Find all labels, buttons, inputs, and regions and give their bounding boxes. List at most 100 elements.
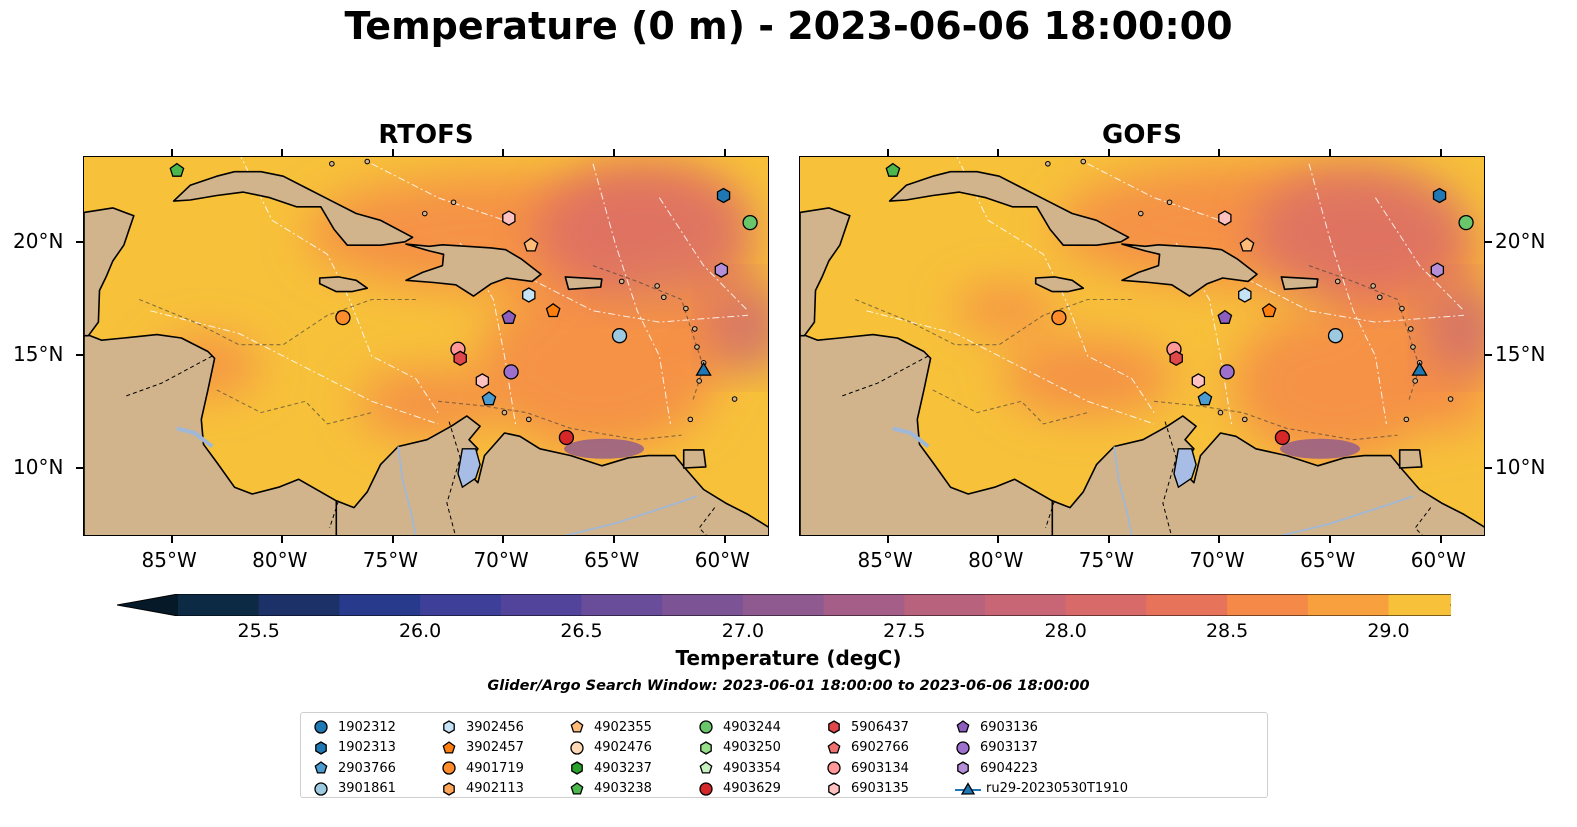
legend-marker-icon [956, 740, 970, 755]
legend-entry: 2903766 [313, 758, 396, 778]
legend-label: 6902766 [851, 740, 909, 755]
border [1414, 507, 1432, 535]
small-island [1376, 294, 1383, 301]
border [123, 355, 213, 398]
eez-line [1087, 163, 1221, 221]
lat-tick-mark [1485, 240, 1492, 243]
legend-marker-icon [315, 740, 327, 755]
obs-5906437 [1169, 350, 1183, 367]
small-island [421, 210, 428, 217]
small-island [660, 294, 667, 301]
small-island [525, 416, 532, 423]
colorbar-segment [178, 594, 260, 616]
colorbar-tick-label: 28.0 [1044, 620, 1087, 642]
land-south-america [335, 415, 768, 535]
colorbar [116, 593, 1550, 620]
colorbar-tick-label: 28.5 [1205, 620, 1249, 642]
obs-3901861 [1327, 328, 1344, 344]
legend-marker-icon [314, 761, 328, 774]
legend-marker [314, 781, 328, 796]
small-island [501, 409, 508, 416]
eez-line [866, 310, 1155, 425]
legend-label: 6903137 [980, 740, 1038, 755]
eez-line [1374, 197, 1465, 312]
land-trinidad [682, 449, 707, 469]
legend-entry: 1902312 [313, 717, 396, 737]
obs-3902457 [545, 302, 561, 318]
legend-label: 4903244 [723, 719, 781, 735]
obs-4901719 [335, 309, 351, 326]
eez-line [956, 157, 1155, 413]
obs-4903629 [1274, 429, 1291, 446]
lon-tick-label: 75°W [362, 548, 419, 572]
small-island [694, 344, 700, 350]
legend-marker-icon [956, 720, 970, 733]
lon-tick-label: 80°W [252, 548, 308, 572]
lon-tick-label: 70°W [473, 548, 529, 572]
bathymetry-contour [139, 298, 416, 346]
legend-entry: 4903354 [698, 758, 781, 778]
obs-ru29-20230530T1910 [1411, 361, 1428, 376]
legend-label: 4902355 [594, 719, 652, 735]
lat-tick-label-left: 10°N [13, 455, 64, 480]
border [839, 355, 929, 398]
small-island [683, 305, 689, 312]
obs-4903238 [885, 162, 901, 177]
land-hispaniola [1121, 243, 1258, 297]
eez-line [1242, 276, 1464, 323]
small-island [1410, 344, 1416, 350]
legend-label: 6903134 [851, 760, 909, 776]
legend-entry: 4902113 [441, 779, 524, 799]
bathymetry-contour [438, 400, 682, 441]
eez-line [658, 197, 749, 312]
land-jamaica [318, 276, 369, 293]
river [1113, 446, 1133, 535]
legend-marker [442, 761, 456, 775]
obs-1902313 [1432, 187, 1447, 204]
land-yucatan [800, 207, 851, 337]
lon-tick-label: 75°W [1078, 548, 1135, 572]
obs-4902355 [1239, 237, 1255, 252]
colorbar-tick-label: 27.0 [721, 620, 765, 642]
figure-title: Temperature (0 m) - 2023-06-06 18:00:00 [344, 4, 1233, 48]
legend-marker-icon [699, 720, 713, 734]
legend-marker [570, 720, 584, 733]
lon-tick-mark [613, 149, 616, 156]
legend-entry: 4903244 [698, 717, 781, 737]
legend-label: 5906437 [851, 719, 909, 735]
obs-3902456 [1238, 287, 1252, 303]
legend-marker [314, 761, 328, 774]
legend-entry: 3902456 [441, 717, 524, 737]
legend-marker [957, 761, 969, 775]
small-island [1403, 416, 1410, 423]
legend-entry: ru29-20230530T1910 [955, 779, 1128, 799]
obs-6903135b [1191, 373, 1206, 389]
border [329, 500, 339, 529]
temp-core [1252, 164, 1473, 302]
legend-marker-icon [443, 720, 455, 734]
lat-tick-label-right: 15°N [1495, 342, 1546, 367]
legend-marker [699, 720, 713, 734]
lon-tick-label: 85°W [857, 548, 913, 572]
temp-patch [954, 286, 1058, 332]
lake-maracaibo [457, 448, 481, 489]
map-rtofs [83, 156, 769, 536]
land [84, 170, 768, 535]
legend-entry: 6903134 [826, 758, 909, 778]
legend-entry: 6903137 [955, 738, 1038, 758]
small-island [687, 416, 694, 423]
bathymetry-contour [932, 389, 1088, 425]
colorbar-tick-label: 25.5 [237, 620, 280, 642]
obs-6904223 [1430, 262, 1445, 278]
eez-line [1308, 163, 1387, 424]
colorbar-segment [985, 594, 1067, 616]
legend-label: 6903135 [851, 781, 909, 796]
lon-tick-mark [723, 149, 726, 156]
small-island [1334, 278, 1341, 285]
lon-tick-mark [886, 536, 889, 543]
lat-tick-label-right: 10°N [1495, 455, 1546, 480]
legend-marker [828, 781, 840, 796]
legend-entry: 4903250 [698, 738, 781, 758]
legend-marker-icon [700, 740, 712, 755]
legend-marker [699, 761, 713, 774]
